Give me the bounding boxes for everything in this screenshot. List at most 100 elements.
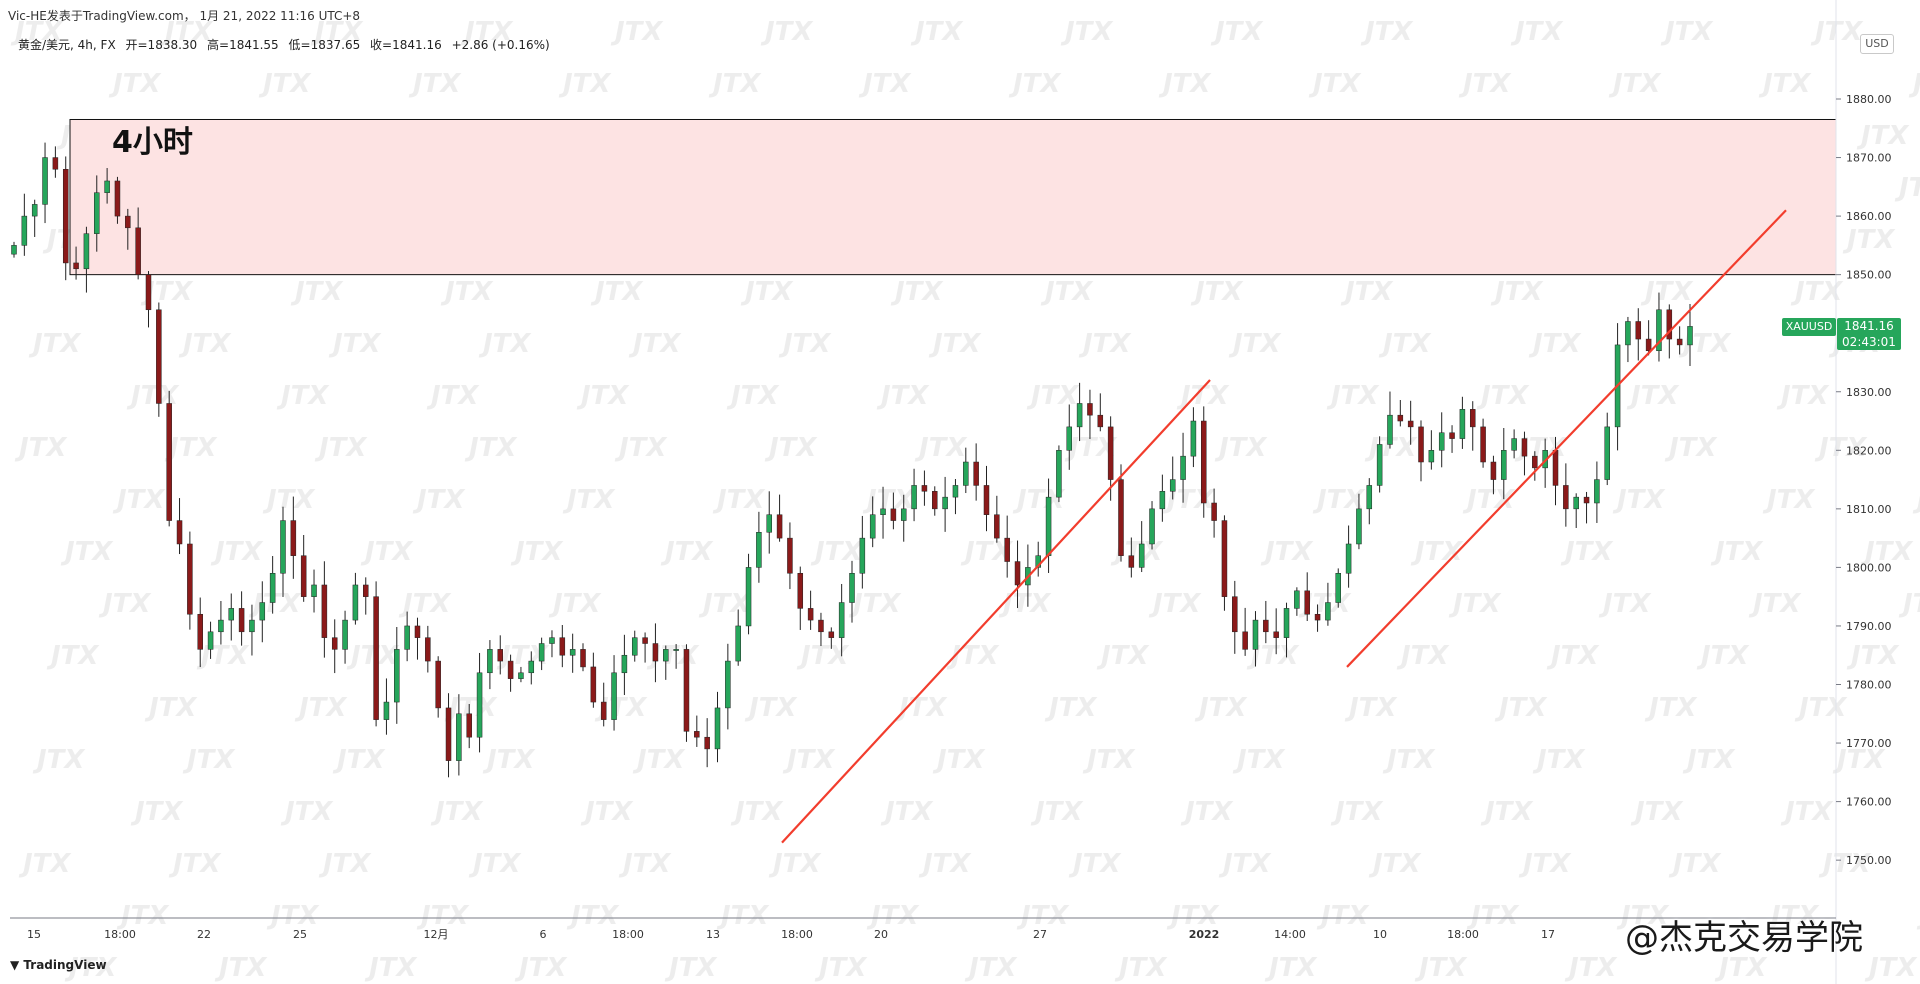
watermark-text: JTX	[262, 485, 316, 515]
trendline[interactable]	[781, 379, 1211, 844]
watermark-text: JTX	[1626, 381, 1680, 411]
candle-body	[600, 701, 607, 720]
watermark-text: JTX	[1148, 589, 1202, 619]
watermark-text: JTX	[716, 901, 770, 931]
currency-button[interactable]: USD	[1860, 34, 1894, 54]
candle-body	[1583, 496, 1590, 504]
time-tick-label: 15	[27, 928, 41, 941]
watermark-text: JTX	[182, 745, 236, 775]
candle-body	[104, 180, 110, 193]
candle-body	[218, 619, 224, 633]
watermark-text: JTX	[276, 381, 330, 411]
watermark-text: JTX	[464, 433, 518, 463]
price-tick-label: 1830.00	[1846, 386, 1892, 399]
watermark-text: JTX	[1214, 433, 1268, 463]
candle-body	[621, 654, 628, 674]
candle-body	[1469, 409, 1476, 428]
watermark-text: JTX	[660, 537, 714, 567]
resistance-zone[interactable]	[69, 118, 1837, 276]
watermark-text: JTX	[130, 797, 184, 827]
watermark-text: JTX	[1814, 433, 1868, 463]
watermark-text: JTX	[1180, 797, 1234, 827]
watermark-text: JTX	[1616, 901, 1670, 931]
candle-body	[42, 157, 48, 205]
time-tick-label: 18:00	[612, 928, 644, 941]
watermark-text: JTX	[876, 381, 930, 411]
candle-body	[807, 608, 814, 621]
brand-watermark: @杰克交易学院	[1625, 918, 1863, 958]
watermark-text: JTX	[610, 17, 664, 47]
trendlines-layer[interactable]	[781, 209, 1787, 844]
watermark-text: JTX	[848, 589, 902, 619]
tradingview-logo[interactable]: ▼ TradingView	[10, 958, 107, 972]
candle-body	[518, 672, 524, 679]
symbol-tag: XAUUSD	[1782, 318, 1836, 336]
price-tick-label: 1820.00	[1846, 444, 1892, 457]
publish-info: Vic-HE发表于TradingView.com， 1月 21, 2022 11…	[8, 9, 361, 23]
time-tick-label: 22	[197, 928, 211, 941]
candle-body	[983, 485, 990, 515]
candle-body	[487, 649, 493, 674]
watermark-text: JTX	[1114, 953, 1168, 983]
watermark-text: JTX	[1644, 693, 1698, 723]
watermark-text: JTX	[1864, 953, 1918, 983]
candle-body	[1138, 543, 1145, 568]
candle-body	[52, 157, 59, 170]
watermark-text: JTX	[210, 537, 264, 567]
price-tick-label: 1770.00	[1846, 737, 1892, 750]
candle-body	[197, 613, 203, 650]
candle-body	[311, 584, 317, 597]
watermark-text: JTX	[928, 329, 982, 359]
candle-body	[1014, 561, 1021, 586]
watermark-text: JTX	[1762, 485, 1816, 515]
candle-body	[331, 637, 338, 650]
candle-body	[1335, 573, 1341, 603]
time-tick-label: 27	[1033, 928, 1047, 941]
watermark-text: JTX	[1766, 901, 1820, 931]
watermark-text: JTX	[46, 641, 100, 671]
candle-body	[911, 485, 917, 510]
watermark-text: JTX	[740, 277, 794, 307]
candle-body	[1273, 631, 1279, 638]
watermark-text: JTX	[266, 901, 320, 931]
last-price-tag: 1841.16 02:43:01	[1837, 318, 1901, 350]
watermark-text: JTX	[1790, 277, 1844, 307]
price-tick-label: 1750.00	[1846, 854, 1892, 867]
watermark-text: JTX	[164, 433, 218, 463]
watermark-text: JTX	[98, 589, 152, 619]
watermark-text: JTX	[664, 953, 718, 983]
candle-body	[1449, 432, 1455, 439]
price-tick-label: 1870.00	[1846, 152, 1892, 165]
candle-body	[1263, 619, 1269, 633]
time-axis[interactable]: 15 18:00 22 25 12月 6 18:00 13 18:00 20 27 2022 14:00…	[27, 928, 1555, 941]
candle-body	[973, 461, 979, 486]
watermark-text: JTX	[290, 277, 344, 307]
watermark-text: JTX	[1396, 641, 1450, 671]
candle-body	[228, 608, 235, 621]
trendline[interactable]	[1346, 209, 1787, 668]
watermark-text: JTX	[1856, 121, 1910, 151]
candle-body	[838, 602, 845, 638]
watermark-text: JTX	[1218, 849, 1272, 879]
watermark-text: JTX	[1096, 641, 1150, 671]
watermark-text: JTX	[1860, 537, 1914, 567]
watermark-text: JTX	[1448, 589, 1502, 619]
candle-body	[642, 637, 648, 644]
watermark-text: JTX	[1532, 745, 1586, 775]
watermark-text: JTX	[318, 849, 372, 879]
price-axis[interactable]: 1880.00 1870.00 1860.00 1850.00 1830.00 1820.…	[1836, 93, 1892, 867]
candle-body	[1004, 537, 1010, 562]
watermark-text: JTX	[810, 537, 864, 567]
watermark-text: JTX	[1780, 797, 1834, 827]
watermark-text: JTX	[768, 849, 822, 879]
time-tick-label: 20	[874, 928, 888, 941]
watermark-text: JTX	[910, 17, 964, 47]
candle-body	[932, 491, 938, 510]
candle-body	[1118, 479, 1124, 556]
watermark-text: JTX	[28, 329, 82, 359]
watermark-text: JTX	[708, 69, 762, 99]
watermark-text: JTX	[1710, 537, 1764, 567]
watermark-text: JTX	[60, 537, 114, 567]
watermark-text: JTX	[1480, 797, 1534, 827]
